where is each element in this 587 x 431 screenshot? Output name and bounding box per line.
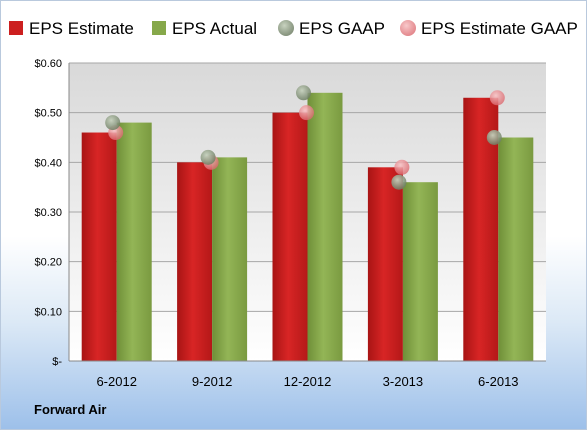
eps-estimate-bar [81, 132, 117, 361]
eps-gaap-marker [105, 115, 121, 131]
y-tick-label: $0.30 [34, 207, 62, 219]
x-tick-label: 9-2012 [192, 374, 232, 389]
legend-eps-actual-label: EPS Actual [172, 19, 257, 38]
eps-estimate-gaap-marker [489, 90, 505, 106]
legend-eps-estimate-gaap-label: EPS Estimate GAAP [421, 19, 578, 38]
y-axis: $- $0.10 $0.20 $0.30 $0.40 $0.50 $0.60 [34, 58, 70, 368]
legend-eps-estimate-gaap-swatch [400, 20, 416, 36]
legend-eps-actual-swatch [152, 21, 166, 35]
eps-actual-bar [212, 157, 248, 361]
company-name: Forward Air [34, 402, 107, 417]
markers [105, 85, 505, 190]
x-tick-label: 6-2013 [478, 374, 518, 389]
x-tick-label: 3-2013 [383, 374, 423, 389]
eps-gaap-marker [486, 130, 502, 145]
y-tick-label: $0.10 [34, 306, 62, 318]
eps-estimate-bar [367, 167, 403, 361]
eps-gaap-marker [391, 174, 407, 190]
eps-estimate-bar [177, 162, 213, 361]
eps-gaap-marker [200, 149, 216, 165]
x-axis: 6-2012 9-2012 12-2012 3-2013 6-2013 [69, 360, 546, 389]
chart-legend: EPS Estimate EPS Actual EPS GAAP EPS Estima… [9, 19, 578, 38]
x-tick-label: 12-2012 [284, 374, 332, 389]
legend-eps-estimate-swatch [9, 21, 23, 35]
legend-eps-gaap-swatch [278, 20, 294, 36]
legend-eps-gaap-label: EPS GAAP [299, 19, 385, 38]
y-tick-label: $0.60 [34, 58, 62, 70]
bars [81, 92, 534, 362]
y-tick-label: $- [52, 356, 62, 368]
eps-gaap-marker [296, 85, 311, 101]
legend-eps-estimate-label: EPS Estimate [29, 19, 134, 38]
eps-estimate-gaap-marker [394, 159, 410, 175]
eps-estimate-gaap-marker [299, 105, 314, 121]
y-tick-label: $0.50 [34, 108, 62, 120]
eps-actual-bar [498, 137, 534, 361]
eps-estimate-bar [272, 112, 308, 362]
eps-actual-bar [116, 122, 152, 361]
y-tick-label: $0.40 [34, 157, 62, 169]
x-tick-label: 6-2012 [96, 374, 136, 389]
y-tick-label: $0.20 [34, 257, 62, 269]
eps-actual-bar [307, 92, 343, 362]
eps-actual-bar [402, 182, 438, 361]
